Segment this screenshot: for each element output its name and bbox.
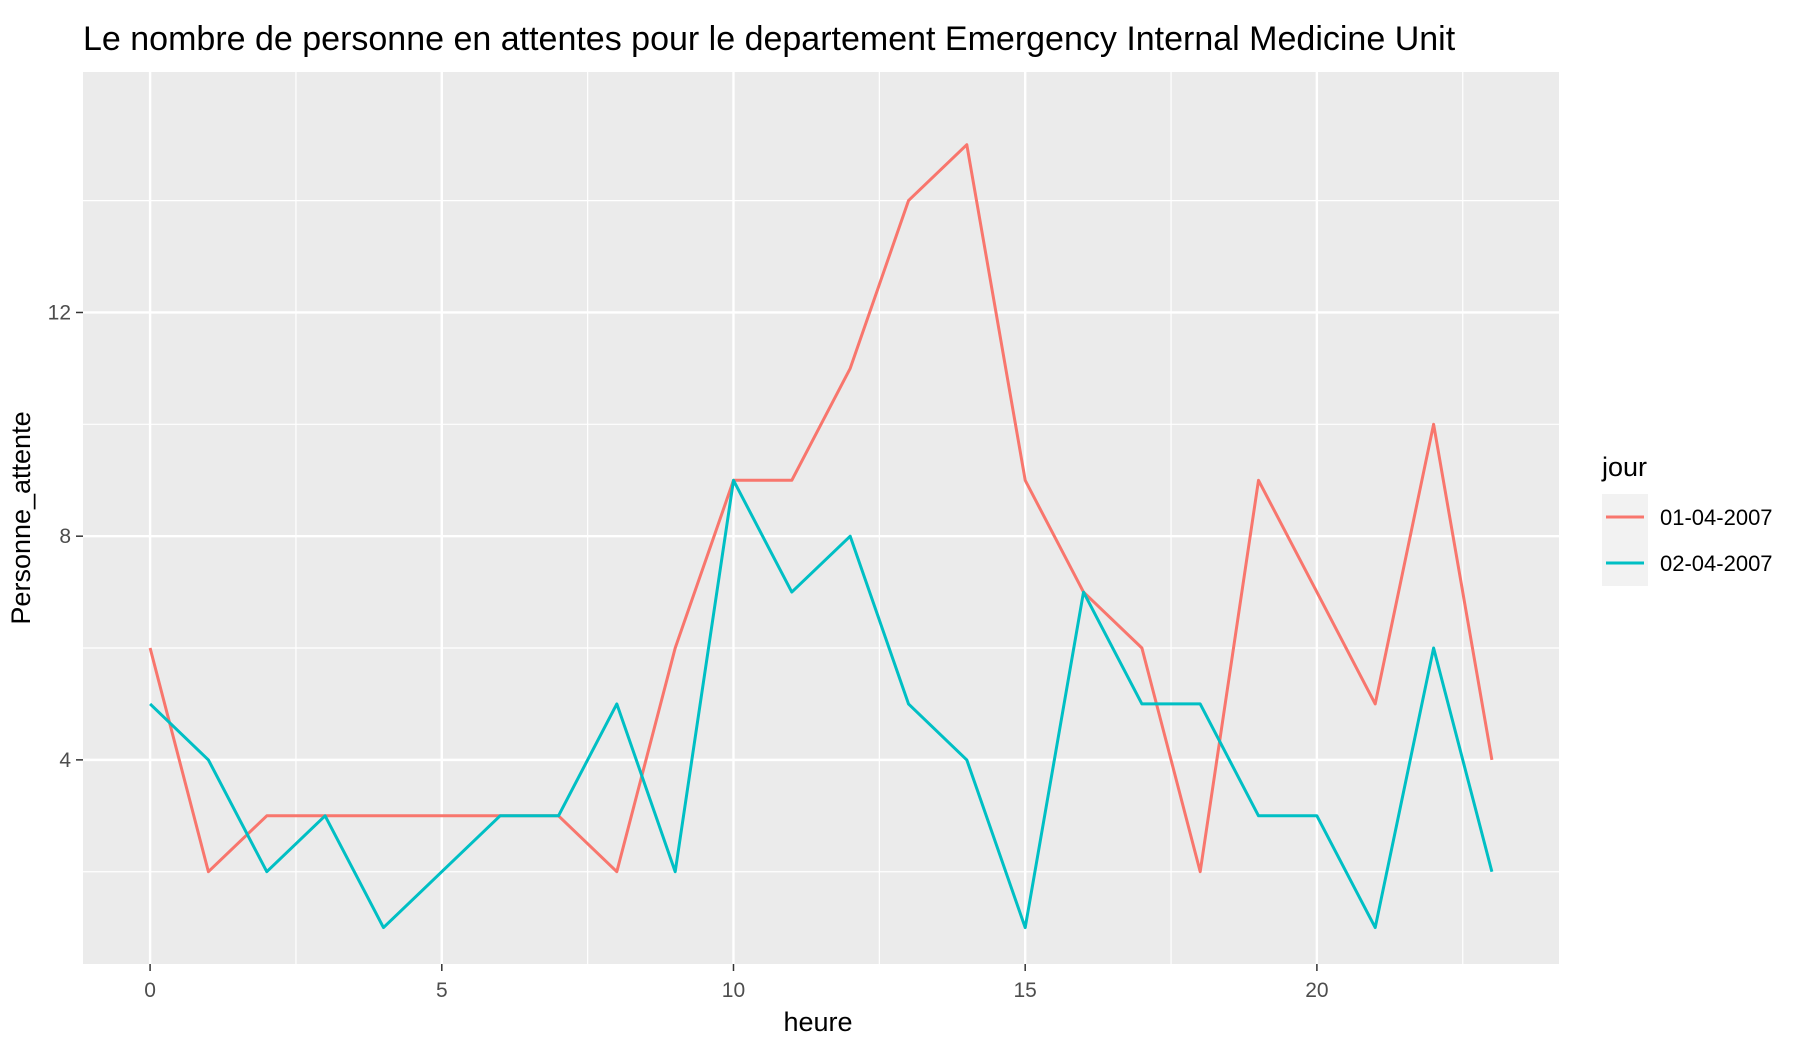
x-tick-label: 20 [1305, 979, 1328, 1002]
x-tick-label: 5 [436, 979, 448, 1002]
legend-title: jour [1601, 452, 1647, 482]
legend-label: 01-04-2007 [1660, 505, 1773, 530]
chart-title: Le nombre de personne en attentes pour l… [83, 20, 1456, 58]
axes: 0 5 10 15 20 4 8 12 [48, 301, 1329, 1002]
legend: jour 01-04-2007 02-04-2007 [1601, 452, 1773, 586]
y-axis-title: Personne_attente [6, 411, 36, 624]
x-axis-title: heure [783, 1007, 852, 1037]
x-tick-label: 10 [722, 979, 745, 1002]
legend-label: 02-04-2007 [1660, 551, 1773, 576]
y-tick-label: 8 [59, 525, 71, 548]
series-line-1 [148, 143, 1494, 874]
y-tick-label: 4 [59, 749, 71, 772]
series-line-2 [149, 478, 1494, 930]
series-lines [148, 143, 1494, 930]
x-tick-label: 0 [144, 979, 156, 1002]
y-tick-label: 12 [48, 301, 71, 324]
x-tick-label: 15 [1014, 979, 1037, 1002]
plot-panel [83, 72, 1559, 964]
minor-gridlines [83, 72, 1559, 964]
